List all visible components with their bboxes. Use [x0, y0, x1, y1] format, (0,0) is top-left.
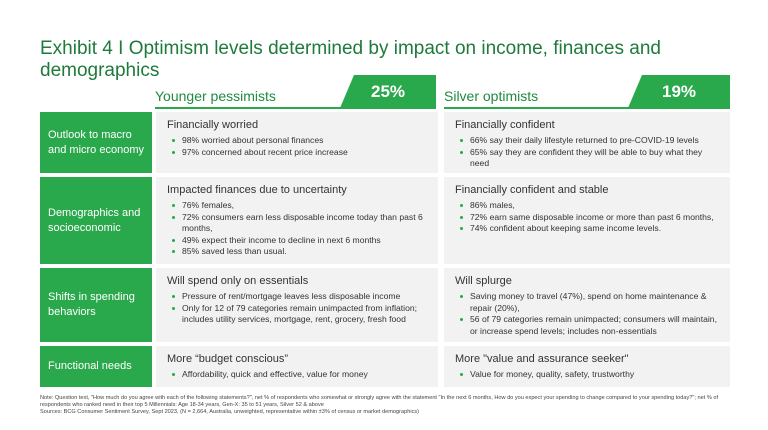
- cell-heading: More "value and assurance seeker": [455, 353, 629, 365]
- cell-heading: Financially confident: [455, 119, 555, 131]
- list-item: 97% concerned about recent price increas…: [167, 147, 428, 159]
- footnote-note: Note: Question text, "How much do you ag…: [40, 395, 719, 408]
- list-item: Pressure of rent/mortgage leaves less di…: [167, 291, 428, 303]
- list-item: Affordability, quick and effective, valu…: [167, 369, 428, 381]
- footnote: Note: Question text, "How much do you ag…: [40, 395, 740, 416]
- cell-heading: More “budget conscious”: [167, 353, 289, 365]
- cell-spending-younger: Will spend only on essentials Pressure o…: [156, 268, 438, 342]
- row-label-spending: Shifts in spending behaviors: [40, 268, 152, 342]
- page-title: Exhibit 4 I Optimism levels determined b…: [40, 38, 661, 81]
- cell-functional-silver: More "value and assurance seeker" Value …: [444, 346, 730, 387]
- list-item: 56 of 79 categories remain unimpacted; c…: [455, 314, 720, 337]
- list-item: 72% earn same disposable income or more …: [455, 212, 720, 224]
- cell-demographics-silver: Financially confident and stable 86% mal…: [444, 177, 730, 264]
- segment-percent-younger-pessimists: 25%: [340, 75, 436, 108]
- list-item: 86% males,: [455, 200, 720, 212]
- segment-underline-right: [444, 107, 730, 109]
- footnote-sources: Sources: BCG Consumer Sentiment Survey, …: [40, 409, 420, 415]
- list-item: 65% say they are confident they will be …: [455, 147, 720, 170]
- list-item: 66% say their daily lifestyle returned t…: [455, 135, 720, 147]
- cell-functional-younger: More “budget conscious” Affordability, q…: [156, 346, 438, 387]
- row-label-functional-needs: Functional needs: [40, 346, 152, 387]
- segment-label-silver-optimists: Silver optimists: [444, 88, 539, 104]
- cell-heading: Financially confident and stable: [455, 184, 609, 196]
- cell-spending-silver: Will splurge Saving money to travel (47%…: [444, 268, 730, 342]
- row-label-outlook: Outlook to macro and micro economy: [40, 112, 152, 173]
- cell-outlook-younger: Financially worried 98% worried about pe…: [156, 112, 438, 173]
- list-item: 98% worried about personal finances: [167, 135, 428, 147]
- list-item: Saving money to travel (47%), spend on h…: [455, 291, 720, 314]
- list-item: 85% saved less than usual.: [167, 246, 428, 258]
- list-item: Only for 12 of 79 categories remain unim…: [167, 303, 428, 326]
- segment-percent-silver-optimists: 19%: [628, 75, 730, 108]
- list-item: Value for money, quality, safety, trustw…: [455, 369, 720, 381]
- cell-heading: Will spend only on essentials: [167, 275, 309, 287]
- list-item: 49% expect their income to decline in ne…: [167, 235, 428, 247]
- list-item: 76% females,: [167, 200, 428, 212]
- segment-label-younger-pessimists: Younger pessimists: [155, 88, 276, 104]
- cell-demographics-younger: Impacted finances due to uncertainty 76%…: [156, 177, 438, 264]
- list-item: 74% confident about keeping same income …: [455, 223, 720, 235]
- list-item: 72% consumers earn less disposable incom…: [167, 212, 428, 235]
- cell-heading: Will splurge: [455, 275, 512, 287]
- cell-heading: Impacted finances due to uncertainty: [167, 184, 347, 196]
- cell-heading: Financially worried: [167, 119, 259, 131]
- row-label-demographics: Demographics and socioeconomic: [40, 177, 152, 264]
- cell-outlook-silver: Financially confident 66% say their dail…: [444, 112, 730, 173]
- segment-underline-left: [155, 107, 436, 109]
